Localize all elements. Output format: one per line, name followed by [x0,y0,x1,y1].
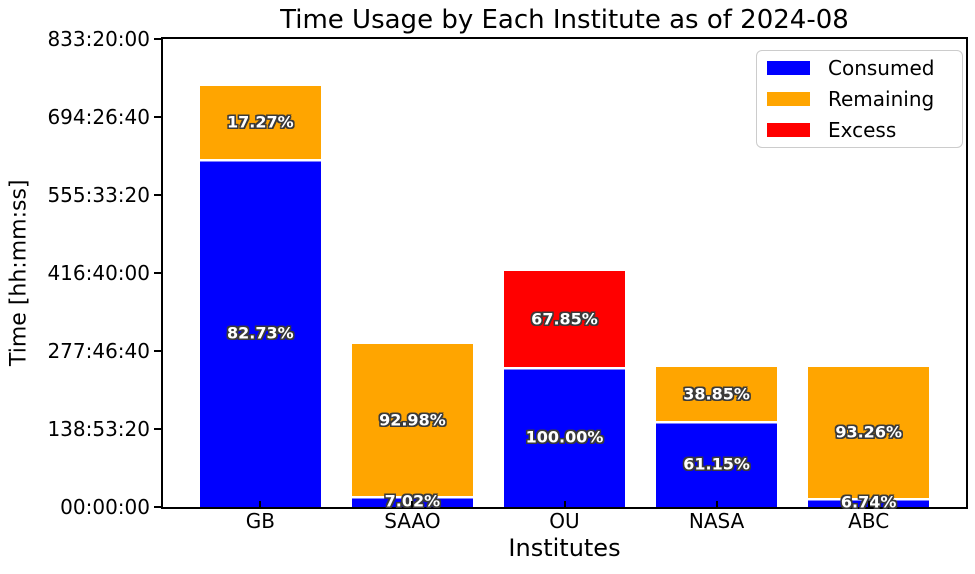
x-tick-mark [715,501,718,507]
y-tick-mark [154,506,161,508]
y-tick-label: 694:26:40 [47,105,150,129]
bar-segment-remaining [199,85,322,159]
y-tick-label: 138:53:20 [47,417,150,441]
chart-title: Time Usage by Each Institute as of 2024-… [280,5,849,35]
legend-item-consumed: Consumed [757,53,962,84]
x-tick-label: SAAO [384,509,441,533]
excess-swatch-icon [767,122,810,137]
bar-segment-consumed [503,366,626,507]
y-tick-label: 833:20:00 [47,27,150,51]
bar-percentage-label: 82.73% [227,323,294,343]
y-tick-mark [154,272,161,274]
bar-percentage-label: 38.85% [683,384,750,404]
y-tick-mark [154,38,161,40]
y-tick-label: 555:33:20 [47,183,150,207]
bar-percentage-label: 92.98% [379,410,446,430]
consumed-swatch-icon [767,61,810,76]
x-tick-label: NASA [688,509,745,533]
legend: Consumed Remaining Excess [756,50,963,148]
legend-label: Excess [828,117,897,142]
bar-segment-remaining [807,366,930,498]
bar-percentage-label: 100.00% [525,427,604,447]
y-tick-label: 00:00:00 [60,495,150,519]
y-tick-mark [154,350,161,352]
x-axis-label: Institutes [508,534,621,562]
bar-segment-remaining [655,366,778,422]
x-tick-label: ABC [848,509,890,533]
x-tick-label: GB [245,509,275,533]
bar-percentage-label: 17.27% [227,112,294,132]
bar-segment-excess [503,271,626,367]
remaining-swatch-icon [767,92,810,106]
x-tick-mark [259,501,262,507]
legend-label: Remaining [828,87,935,111]
y-tick-label: 416:40:00 [47,261,150,285]
x-tick-mark [411,501,414,507]
bar-percentage-label: 67.85% [531,309,598,329]
x-tick-label: OU [549,509,580,533]
y-tick-mark [154,428,161,430]
bar-percentage-label: 93.26% [835,422,902,442]
bar-segment-consumed [655,421,778,507]
legend-item-remaining: Remaining [757,84,962,115]
y-tick-mark [154,116,161,118]
legend-label: Consumed [828,56,935,81]
bar-percentage-label: 61.15% [683,454,750,474]
y-tick-mark [154,194,161,196]
y-tick-label: 277:46:40 [47,339,150,363]
x-tick-mark [563,501,566,507]
bar-segment-consumed [199,158,322,507]
legend-item-excess: Excess [757,114,962,145]
bar-segment-remaining [351,344,474,496]
x-tick-mark [867,501,870,507]
